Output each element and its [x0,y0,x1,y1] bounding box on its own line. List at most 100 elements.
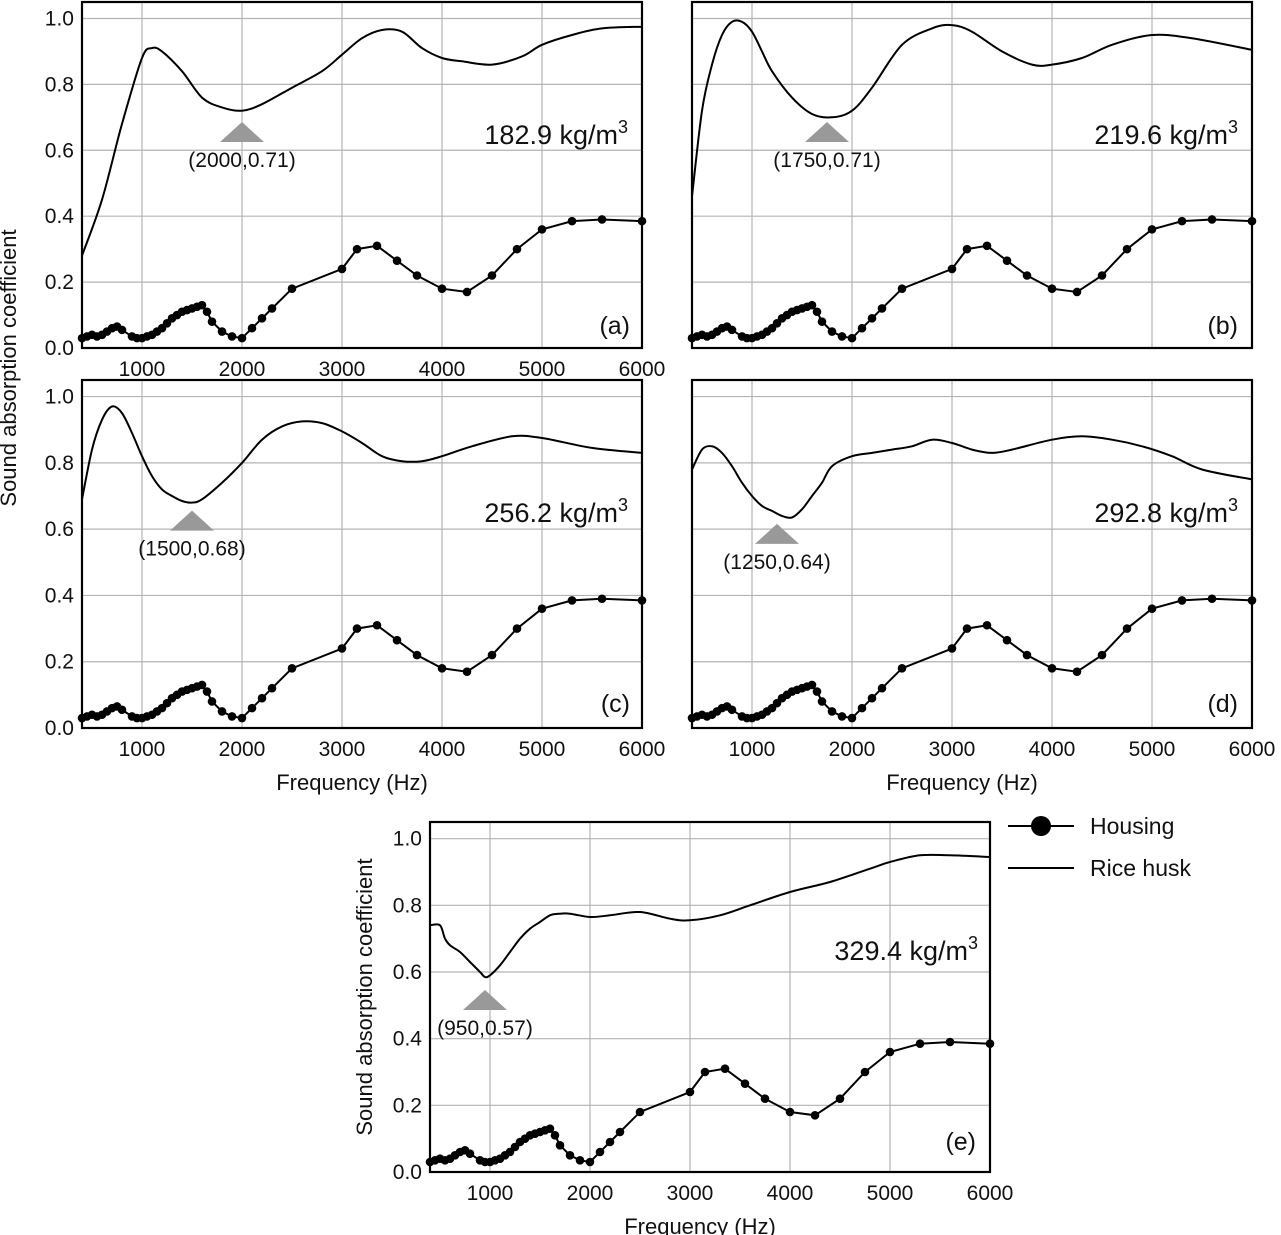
housing-point [860,1067,870,1077]
housing-point [837,712,847,721]
housing-point [1002,256,1012,265]
y-axis-title: Sound absorption coefficient [352,858,377,1135]
x-tick-label: 5000 [1129,738,1176,761]
plot-frame [80,378,644,730]
density-superscript: 3 [968,933,978,953]
y-tick-label: 0.8 [393,894,422,917]
housing-point [727,325,737,335]
housing-point [727,705,737,715]
x-tick-label: 6000 [619,738,666,761]
housing-point [1122,244,1132,254]
legend-marker [1031,816,1051,836]
plot-frame [80,0,644,350]
y-tick-label: 0.8 [45,452,74,475]
housing-point [117,325,127,335]
x-tick-label: 4000 [419,358,466,381]
x-tick-label: 6000 [1229,738,1276,761]
housing-point [1177,596,1187,605]
x-axis-title: Frequency (Hz) [624,1214,776,1235]
housing-point [1177,216,1187,226]
housing-point [1002,635,1012,645]
housing-point [202,687,212,696]
housing-point [287,664,297,673]
housing-point [807,680,817,690]
housing-point [827,707,837,716]
density-superscript: 3 [1228,495,1238,515]
housing-point [847,333,857,343]
density-label: 219.6 kg/m3 [1094,117,1238,150]
x-tick-label: 5000 [519,358,566,381]
panel-e: 1000 2000 3000 4000 5000 6000 0.0 0.2 0.4 0.6 0.8 1… [352,820,1013,1235]
housing-point [217,327,227,336]
rice-husk-line [81,25,643,257]
housing-point [835,1094,845,1103]
shared-y-axis-title: Sound absorption coefficient [0,229,21,506]
y-tick-label: 0.4 [393,1028,423,1051]
minimum-annotation: (950,0.57) [437,1017,533,1040]
panel-b: (1750,0.71) 219.6 kg/m3 (b) [687,0,1257,350]
housing-point [565,1151,575,1160]
housing-point [685,1087,695,1097]
panel-letter: (e) [945,1128,976,1156]
housing-point [392,256,402,265]
panel-letter: (b) [1207,312,1238,340]
density-label: 256.2 kg/m3 [484,495,628,528]
legend-label: Housing [1090,813,1174,839]
housing-point [807,300,817,310]
y-tick-label: 0.4 [45,205,75,228]
minimum-marker [805,122,849,143]
minimum-annotation: (1500,0.68) [138,538,245,561]
x-tick-label: 4000 [1029,738,1076,761]
housing-point [867,314,877,323]
housing-point [462,287,472,297]
housing-point [372,620,382,630]
housing-point [837,332,847,341]
housing-point [595,1147,605,1157]
housing-point [247,703,257,713]
x-tick-label: 1000 [729,738,776,761]
panel-a: 1000 2000 3000 4000 5000 6000 0.0 0.2 0.4 0.6 0.8 1… [45,0,666,381]
housing-point [947,264,957,274]
x-tick-label: 4000 [767,1182,814,1205]
housing-point [1022,650,1032,660]
housing-point [812,307,822,317]
housing-point [740,1079,750,1088]
housing-point [877,304,887,313]
x-tick-label: 5000 [519,738,566,761]
housing-point [1047,284,1057,293]
y-tick-label: 0.2 [393,1094,422,1117]
density-label: 182.9 kg/m3 [484,117,628,150]
x-tick-label: 5000 [867,1182,914,1205]
housing-point [885,1047,895,1057]
density-superscript: 3 [618,117,628,137]
minimum-annotation: (2000,0.71) [188,149,295,172]
housing-point [267,304,277,313]
housing-point [237,713,247,723]
minimum-marker [755,523,799,544]
housing-point [197,300,207,310]
density-label: 292.8 kg/m3 [1094,495,1238,528]
plot-frame [690,378,1254,730]
density-superscript: 3 [1228,117,1238,137]
housing-point [857,323,867,333]
minimum-annotation: (1750,0.71) [773,149,880,172]
housing-point [257,314,267,323]
housing-point [512,624,522,633]
panel-letter: (d) [1207,690,1238,718]
housing-point [847,713,857,723]
x-axis-title: Frequency (Hz) [886,770,1038,795]
housing-point [247,323,257,333]
rice-husk-line [691,435,1253,519]
panel-letter: (a) [599,312,630,340]
y-tick-label: 0.0 [393,1161,422,1184]
housing-point [597,594,607,604]
housing-point [237,333,247,343]
y-tick-label: 0.6 [393,961,422,984]
housing-point [117,705,127,715]
x-tick-label: 6000 [619,358,666,381]
y-tick-label: 1.0 [45,386,74,409]
housing-point [897,664,907,673]
legend-label: Rice husk [1090,855,1191,881]
housing-point [1097,271,1107,280]
y-tick-label: 0.2 [45,271,74,294]
